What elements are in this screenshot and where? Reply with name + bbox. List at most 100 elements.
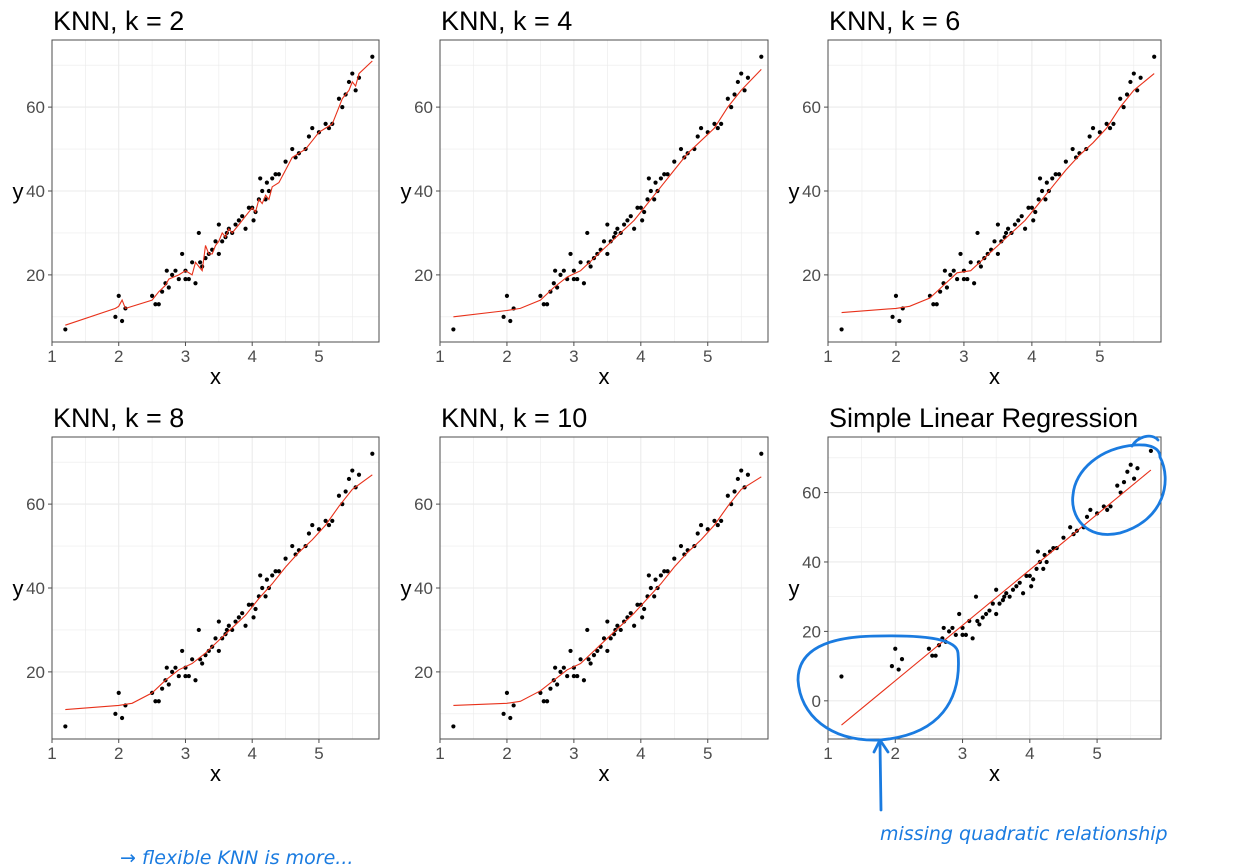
x-tick-label: 4: [636, 744, 645, 763]
data-point: [1135, 466, 1140, 471]
data-point: [759, 54, 764, 59]
data-point: [1125, 469, 1130, 474]
data-point: [896, 667, 901, 672]
data-point: [273, 172, 278, 177]
x-tick-label: 5: [1092, 744, 1101, 763]
y-tick-label: 40: [802, 182, 821, 201]
y-tick-label: 40: [26, 182, 45, 201]
data-point: [839, 674, 844, 679]
data-point: [588, 661, 593, 666]
annotation-arrow-shaft: [878, 742, 883, 812]
data-point: [642, 606, 647, 612]
chart-title: KNN, k = 2: [53, 6, 184, 36]
data-point: [323, 518, 328, 523]
data-point: [960, 632, 965, 637]
y-tick-label: 40: [414, 579, 433, 598]
data-point: [1036, 197, 1041, 202]
y-axis-label: y: [13, 576, 24, 601]
data-point: [216, 648, 221, 654]
data-point: [1043, 197, 1048, 202]
data-point: [994, 611, 999, 617]
data-point: [712, 518, 717, 523]
y-tick-label: 60: [414, 98, 433, 117]
data-point: [548, 289, 553, 294]
data-point: [698, 125, 704, 131]
data-point: [220, 239, 225, 244]
data-point: [173, 665, 178, 670]
data-point: [646, 176, 651, 181]
data-point: [1003, 230, 1009, 236]
data-point: [578, 657, 583, 662]
data-point: [150, 293, 155, 298]
x-axis-label: x: [989, 364, 1000, 389]
data-point: [260, 585, 265, 591]
data-point: [999, 239, 1004, 244]
data-point: [1094, 511, 1100, 516]
data-point: [246, 602, 251, 607]
data-point: [156, 699, 161, 704]
data-point: [997, 601, 1002, 606]
y-tick-label: 40: [414, 182, 433, 201]
data-point: [990, 601, 995, 606]
data-point: [897, 318, 902, 324]
chart-panel-6: Simple Linear Regression 1 2 3 4 5 0 20 40 60 x y: [789, 403, 1162, 786]
data-point: [1037, 176, 1043, 181]
data-point: [113, 711, 118, 716]
data-point: [346, 476, 352, 482]
data-point: [695, 134, 700, 139]
data-point: [605, 222, 610, 227]
data-point: [290, 146, 295, 152]
x-tick-label: 4: [1027, 347, 1036, 366]
data-point: [176, 673, 181, 679]
data-point: [632, 226, 637, 231]
data-point: [615, 623, 620, 628]
y-tick-label: 60: [802, 98, 821, 117]
data-point: [336, 493, 342, 498]
x-tick-label: 4: [636, 347, 645, 366]
data-point: [236, 218, 241, 223]
data-point: [575, 276, 580, 282]
data-point: [1108, 504, 1113, 509]
data-point: [1007, 594, 1012, 599]
data-point: [638, 602, 643, 607]
data-point: [965, 276, 970, 282]
data-point: [353, 88, 358, 93]
data-point: [1105, 507, 1110, 512]
data-point: [595, 251, 600, 257]
x-tick-label: 3: [569, 744, 578, 763]
data-point: [735, 476, 740, 482]
data-point: [1124, 92, 1130, 97]
data-point: [1118, 96, 1123, 101]
data-point: [585, 230, 590, 236]
data-point: [972, 281, 977, 286]
data-point: [1017, 580, 1022, 585]
data-point: [356, 472, 362, 477]
data-point: [961, 276, 967, 282]
data-point: [1029, 584, 1034, 589]
data-point: [243, 226, 248, 231]
data-point: [561, 268, 566, 273]
data-point: [1020, 591, 1026, 596]
data-point: [605, 619, 610, 624]
data-point: [1068, 525, 1073, 530]
data-point: [196, 230, 201, 236]
data-point: [316, 527, 322, 532]
data-point: [893, 293, 899, 298]
data-point: [595, 648, 600, 654]
x-tick-label: 5: [703, 744, 712, 763]
data-point: [340, 105, 345, 110]
data-point: [240, 214, 245, 219]
data-point: [1063, 159, 1068, 164]
data-point: [712, 121, 717, 126]
data-point: [591, 653, 597, 658]
data-point: [1026, 205, 1031, 210]
x-tick-label: 4: [247, 744, 256, 763]
y-tick-label: 60: [414, 495, 433, 514]
data-point: [1148, 448, 1154, 453]
data-point: [1024, 573, 1029, 578]
fit-line: [453, 69, 762, 318]
data-point: [116, 690, 121, 695]
data-point: [994, 587, 999, 592]
data-point: [193, 678, 198, 683]
